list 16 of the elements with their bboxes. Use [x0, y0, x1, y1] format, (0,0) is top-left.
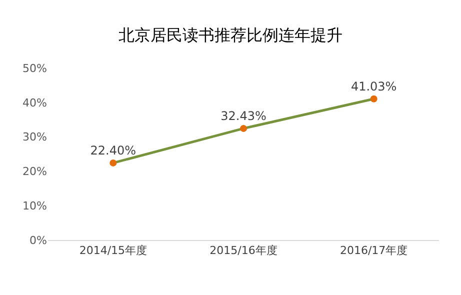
y-tick-label: 10% — [22, 199, 47, 212]
point — [370, 95, 378, 102]
x-tick-label: 2015/16年度 — [210, 244, 278, 258]
x-tick-label: 2016/17年度 — [340, 244, 408, 258]
data-label: 41.03% — [350, 79, 397, 94]
chart-title: 北京居民读书推荐比例连年提升 — [118, 26, 342, 45]
data-label: 22.40% — [90, 144, 136, 158]
point — [110, 159, 117, 166]
point — [240, 124, 247, 132]
y-tick-label: 40% — [22, 96, 47, 110]
data-label: 32.43% — [220, 109, 266, 124]
y-tick-label: 50% — [22, 62, 47, 75]
x-tick-label: 2014/15年度 — [79, 244, 148, 258]
y-tick-label: 30% — [22, 130, 47, 144]
y-tick-label: 0% — [30, 234, 47, 247]
y-tick-label: 20% — [22, 165, 47, 178]
